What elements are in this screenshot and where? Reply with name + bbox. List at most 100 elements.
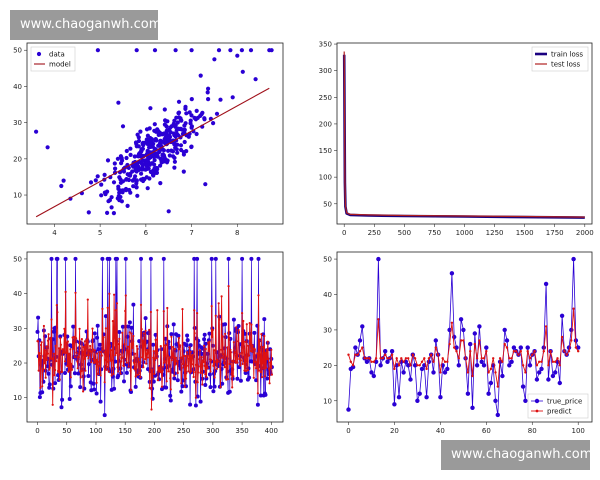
true-price-point bbox=[107, 256, 112, 261]
predict-point bbox=[420, 360, 424, 363]
predict-point bbox=[155, 356, 158, 360]
predict-point bbox=[217, 360, 220, 363]
predict-point bbox=[198, 358, 201, 361]
true-price-point bbox=[161, 256, 166, 261]
predict-point bbox=[485, 350, 488, 353]
data-point bbox=[181, 169, 186, 174]
data-point bbox=[172, 165, 177, 170]
predict-point bbox=[143, 342, 146, 345]
data-point bbox=[164, 135, 169, 140]
predict-point bbox=[203, 344, 206, 347]
predict-point bbox=[374, 357, 378, 360]
true-price-point bbox=[46, 371, 51, 376]
predict-point bbox=[149, 310, 152, 314]
y-tick-label: 30 bbox=[13, 119, 22, 127]
predict-point bbox=[441, 357, 444, 360]
true-price-point bbox=[131, 302, 136, 307]
x-tick-label: 7 bbox=[189, 229, 193, 237]
true-price-point bbox=[184, 343, 189, 348]
predict-point bbox=[177, 336, 181, 340]
true-price-point bbox=[98, 399, 103, 404]
predict-point bbox=[84, 369, 87, 372]
predict-point bbox=[492, 357, 495, 360]
data-point bbox=[139, 147, 144, 152]
y-tick-label: 300 bbox=[319, 67, 332, 75]
data-point bbox=[160, 152, 165, 157]
true-price-point bbox=[127, 320, 132, 325]
y-tick-label: 10 bbox=[13, 394, 22, 402]
predict-point bbox=[125, 361, 128, 364]
predict-point bbox=[540, 360, 543, 363]
data-point bbox=[228, 48, 233, 53]
predict-point bbox=[49, 337, 52, 340]
true-price-point bbox=[102, 413, 107, 418]
predict-point bbox=[135, 374, 138, 377]
predict-point bbox=[166, 306, 169, 310]
predict-point bbox=[252, 376, 255, 379]
predict-point bbox=[165, 380, 168, 383]
legend-label-test: test loss bbox=[551, 61, 581, 69]
predict-point bbox=[218, 365, 221, 368]
data-point bbox=[158, 181, 163, 186]
plot-area bbox=[346, 256, 581, 418]
predict-point bbox=[464, 357, 467, 360]
predict-point bbox=[216, 358, 219, 361]
true-price-point bbox=[68, 384, 73, 389]
predict-point bbox=[76, 367, 79, 370]
true-price-point bbox=[159, 347, 164, 352]
predict-point bbox=[225, 366, 228, 369]
true-price-point bbox=[247, 375, 252, 380]
predict-point bbox=[112, 372, 115, 376]
true-price-point bbox=[115, 256, 119, 261]
predict-point bbox=[229, 348, 232, 351]
true-price-point bbox=[169, 332, 174, 337]
data-point bbox=[198, 73, 203, 78]
predict-point bbox=[101, 348, 105, 351]
predict-point bbox=[69, 376, 72, 379]
true-price-point bbox=[94, 391, 99, 396]
predict-point bbox=[142, 332, 145, 335]
predict-point bbox=[120, 360, 123, 363]
true-price-point bbox=[137, 339, 142, 344]
data-point bbox=[109, 205, 114, 210]
data-point bbox=[160, 139, 165, 144]
data-point bbox=[174, 131, 179, 136]
predict-point bbox=[407, 357, 410, 360]
true-price-point bbox=[188, 343, 193, 348]
predict-point bbox=[400, 357, 403, 360]
predict-point bbox=[232, 341, 235, 344]
x-tick-label: 300 bbox=[206, 427, 219, 435]
true-price-point bbox=[509, 359, 514, 364]
predict-point bbox=[124, 294, 127, 297]
predict-point bbox=[505, 346, 509, 349]
data-point bbox=[203, 182, 208, 187]
true-price-point bbox=[72, 371, 77, 376]
data-point bbox=[182, 130, 187, 135]
true-price-point bbox=[500, 373, 505, 379]
data-point bbox=[194, 108, 199, 113]
predict-point bbox=[547, 364, 550, 367]
predict-point bbox=[210, 305, 213, 308]
predict-point bbox=[177, 341, 180, 344]
true-price-point bbox=[180, 384, 185, 389]
data-point bbox=[125, 203, 130, 208]
x-tick-label: 20 bbox=[390, 427, 399, 435]
true-price-point bbox=[139, 256, 143, 261]
y-tick-label: 50 bbox=[323, 200, 332, 208]
data-point bbox=[184, 149, 189, 154]
predict-point bbox=[434, 346, 437, 349]
predict-point bbox=[269, 361, 272, 364]
predict-point bbox=[70, 362, 73, 365]
data-point bbox=[148, 169, 153, 175]
true-price-point bbox=[211, 389, 216, 394]
plot-area bbox=[342, 51, 585, 219]
y-tick-label: 250 bbox=[319, 94, 332, 102]
predict-point bbox=[244, 366, 247, 369]
predict-point bbox=[142, 366, 145, 369]
predict-point bbox=[549, 350, 552, 353]
x-tick-label: 0 bbox=[342, 229, 346, 237]
axes-frame bbox=[336, 251, 593, 423]
predict-point bbox=[226, 346, 229, 349]
predict-point bbox=[104, 327, 107, 330]
true-price-point bbox=[396, 395, 402, 400]
